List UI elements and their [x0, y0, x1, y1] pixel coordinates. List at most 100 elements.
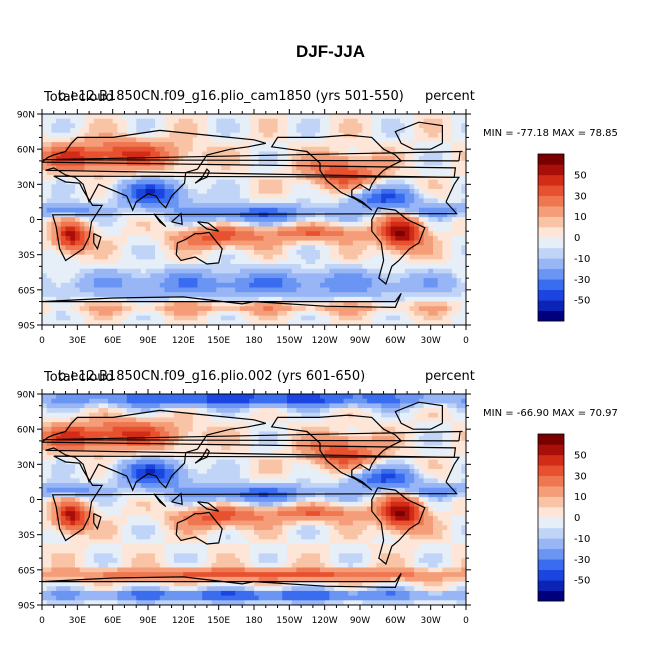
map-cell: [60, 165, 67, 171]
map-cell: [272, 282, 279, 289]
map-cell: [418, 193, 425, 199]
map-cell: [437, 217, 444, 223]
map-cell: [211, 128, 217, 134]
map-cell: [451, 287, 458, 293]
map-cell: [126, 268, 133, 275]
map-cell: [404, 264, 411, 270]
map-cell: [159, 273, 166, 279]
map-cell: [173, 320, 180, 325]
map-cell: [65, 184, 71, 190]
map-cell: [268, 264, 274, 270]
map-cell: [324, 422, 330, 428]
map-cell: [395, 310, 401, 317]
map-cell: [192, 273, 199, 279]
map-cell: [301, 249, 307, 256]
map-cell: [343, 123, 349, 129]
map-cell: [56, 320, 62, 325]
map-cell: [451, 235, 458, 242]
map-cell: [150, 156, 156, 162]
map-cell: [230, 278, 236, 284]
map-cell: [343, 189, 349, 195]
map-cell: [145, 431, 151, 437]
map-cell: [301, 165, 307, 171]
map-cell: [230, 320, 236, 325]
map-cell: [60, 137, 67, 143]
map-cell: [84, 137, 90, 143]
map-cell: [437, 151, 444, 157]
map-cell: [319, 394, 326, 400]
map-cell: [461, 184, 466, 190]
map-cell: [202, 315, 208, 321]
map-cell: [352, 403, 359, 409]
map-cell: [197, 412, 203, 419]
map-cell: [230, 142, 236, 148]
map-cell: [155, 422, 161, 428]
map-cell: [390, 217, 396, 223]
map-cell: [324, 320, 330, 325]
map-cell: [272, 306, 279, 312]
map-cell: [188, 203, 194, 209]
map-cell: [112, 296, 118, 303]
map-cell: [334, 142, 340, 148]
map-cell: [70, 189, 76, 195]
map-cell: [362, 412, 368, 419]
map-cell: [395, 189, 401, 195]
map-cell: [225, 431, 232, 437]
map-cell: [221, 189, 227, 195]
map-cell: [188, 231, 194, 237]
map-cell: [367, 249, 373, 256]
map-cell: [433, 408, 439, 414]
map-cell: [418, 268, 425, 275]
map-cell: [291, 245, 297, 251]
map-cell: [258, 114, 265, 120]
map-cell: [46, 403, 53, 409]
map-cell: [169, 240, 175, 246]
map-cell: [70, 426, 76, 433]
map-cell: [188, 137, 194, 143]
map-cell: [221, 114, 227, 120]
map-cell: [239, 118, 246, 124]
map-cell: [301, 426, 307, 433]
map-cell: [216, 273, 222, 279]
map-cell: [268, 146, 274, 153]
map-cell: [164, 165, 170, 171]
map-cell: [79, 273, 85, 279]
map-cell: [414, 296, 420, 303]
map-cell: [173, 114, 180, 120]
map-cell: [400, 240, 406, 246]
map-cell: [93, 179, 100, 185]
map-cell: [98, 114, 104, 120]
map-cell: [206, 189, 213, 195]
map-cell: [60, 207, 67, 214]
map-cell: [334, 128, 340, 134]
map-cell: [258, 132, 265, 139]
map-cell: [202, 417, 208, 423]
map-cell: [272, 235, 279, 242]
map-cell: [305, 217, 312, 223]
map-cell: [65, 198, 71, 204]
map-cell: [107, 118, 114, 124]
map-cell: [46, 431, 53, 437]
map-cell: [155, 189, 161, 195]
map-cell: [51, 132, 57, 139]
map-cell: [315, 170, 321, 176]
map-cell: [305, 114, 312, 120]
map-cell: [169, 198, 175, 204]
map-cell: [437, 179, 444, 185]
map-cell: [381, 123, 387, 129]
map-cell: [192, 142, 199, 148]
map-cell: [211, 165, 217, 171]
map-cell: [126, 282, 133, 289]
map-cell: [414, 203, 420, 209]
map-cell: [447, 151, 453, 157]
map-cell: [348, 203, 354, 209]
map-cell: [225, 412, 232, 419]
map-cell: [324, 137, 330, 143]
map-cell: [46, 128, 53, 134]
map-cell: [192, 398, 199, 404]
map-cell: [286, 282, 293, 289]
map-cell: [418, 137, 425, 143]
map-cell: [418, 160, 425, 167]
map-cell: [338, 174, 345, 181]
map-cell: [437, 403, 444, 409]
